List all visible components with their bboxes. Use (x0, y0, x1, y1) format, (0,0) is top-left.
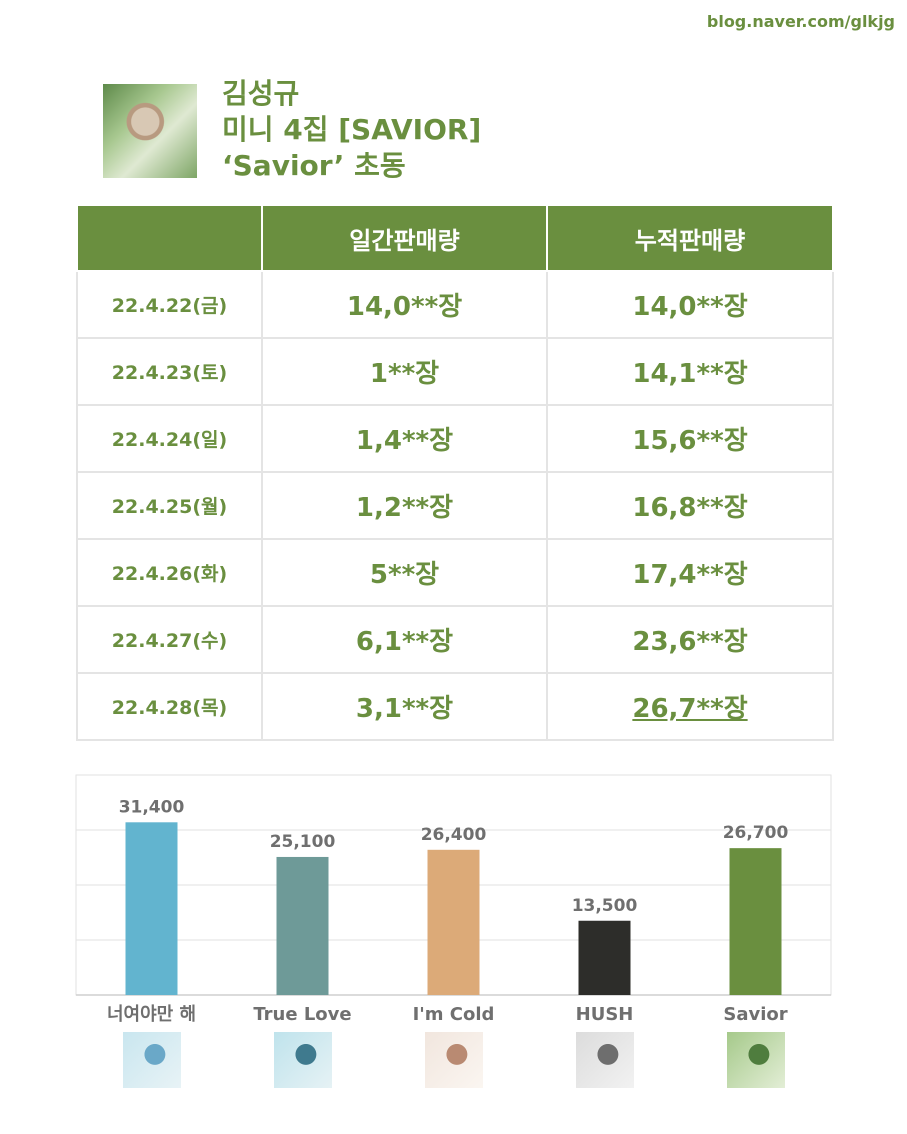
album-cover-image (103, 84, 197, 178)
header-total-sales: 누적판매량 (546, 204, 834, 272)
row-date: 22.4.23(토) (76, 337, 263, 406)
row-date: 22.4.25(월) (76, 471, 263, 540)
table-row: 22.4.23(토) 1**장 14,1**장 (76, 337, 834, 406)
album-cover-2 (273, 1032, 332, 1088)
category-label: True Love (253, 1004, 351, 1025)
row-daily-sales: 3,1**장 (261, 672, 548, 741)
data-label: 26,700 (723, 823, 789, 843)
album-cover-5 (726, 1032, 785, 1088)
row-daily-sales: 1**장 (261, 337, 548, 406)
table-row: 22.4.24(일) 1,4**장 15,6**장 (76, 404, 834, 473)
table-row: 22.4.27(수) 6,1**장 23,6**장 (76, 605, 834, 674)
category-label: 너여야만 해 (107, 1004, 196, 1025)
row-total-sales: 14,1**장 (546, 337, 834, 406)
row-total-sales: 26,7**장 (546, 672, 834, 741)
table-row: 22.4.25(월) 1,2**장 16,8**장 (76, 471, 834, 540)
category-label: Savior (723, 1004, 787, 1025)
row-total-sales: 17,4**장 (546, 538, 834, 607)
album-name: 미니 4집 [SAVIOR] (222, 113, 482, 146)
bar (276, 856, 329, 995)
row-daily-sales: 6,1**장 (261, 605, 548, 674)
row-date: 22.4.24(일) (76, 404, 263, 473)
row-date: 22.4.26(화) (76, 538, 263, 607)
row-date: 22.4.28(목) (76, 672, 263, 741)
album-cover-4 (575, 1032, 634, 1088)
data-label: 26,400 (421, 825, 487, 845)
row-daily-sales: 14,0**장 (261, 270, 548, 339)
table-header-row: 일간판매량 누적판매량 (76, 204, 834, 272)
data-label: 25,100 (270, 832, 336, 852)
bar (578, 920, 631, 995)
artist-name: 김성규 (222, 77, 300, 110)
row-total-sales: 23,6**장 (546, 605, 834, 674)
row-daily-sales: 1,2**장 (261, 471, 548, 540)
table-row: 22.4.22(금) 14,0**장 14,0**장 (76, 270, 834, 339)
bar (427, 849, 480, 995)
title-track: ‘Savior’ 초동 (222, 149, 406, 182)
table-row: 22.4.28(목) 3,1**장 26,7**장 (76, 672, 834, 741)
table-row: 22.4.26(화) 5**장 17,4**장 (76, 538, 834, 607)
album-cover-3 (424, 1032, 483, 1088)
row-total-sales: 16,8**장 (546, 471, 834, 540)
bar (729, 848, 782, 995)
row-daily-sales: 1,4**장 (261, 404, 548, 473)
row-daily-sales: 5**장 (261, 538, 548, 607)
album-cover-1 (122, 1032, 181, 1088)
sales-table: 일간판매량 누적판매량 22.4.22(금) 14,0**장 14,0**장 2… (76, 204, 834, 741)
category-label: I'm Cold (413, 1004, 495, 1025)
header-daily-sales: 일간판매량 (261, 204, 548, 272)
category-label: HUSH (576, 1004, 634, 1025)
row-total-sales: 15,6**장 (546, 404, 834, 473)
blog-watermark: blog.naver.com/glkjg (706, 12, 895, 31)
row-date: 22.4.22(금) (76, 270, 263, 339)
data-label: 31,400 (119, 797, 185, 817)
data-label: 13,500 (572, 896, 638, 916)
row-total-sales: 14,0**장 (546, 270, 834, 339)
page-title: 김성규 미니 4집 [SAVIOR] ‘Savior’ 초동 (222, 76, 481, 184)
final-total-value: 26,7**장 (632, 694, 748, 724)
row-date: 22.4.27(수) (76, 605, 263, 674)
header-corner (76, 204, 263, 272)
bar (125, 822, 178, 995)
